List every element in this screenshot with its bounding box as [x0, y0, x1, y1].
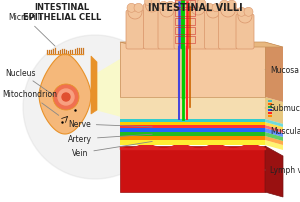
Text: INTESTINAL VILLI: INTESTINAL VILLI — [148, 3, 242, 13]
Circle shape — [190, 0, 199, 9]
Circle shape — [23, 36, 167, 179]
Circle shape — [220, 3, 236, 18]
Polygon shape — [265, 136, 283, 145]
Bar — [120, 43, 265, 98]
Circle shape — [166, 2, 175, 11]
Bar — [175, 19, 195, 26]
Circle shape — [176, 0, 190, 12]
Text: INTESTINAL
EPITHELIAL CELL: INTESTINAL EPITHELIAL CELL — [23, 3, 101, 22]
FancyBboxPatch shape — [174, 3, 192, 50]
Bar — [268, 109, 272, 112]
Text: Mucosa: Mucosa — [270, 66, 299, 75]
Bar — [120, 119, 265, 122]
Circle shape — [206, 6, 220, 19]
Circle shape — [127, 4, 136, 13]
Bar — [175, 10, 195, 17]
Polygon shape — [265, 128, 283, 137]
Circle shape — [159, 2, 168, 11]
FancyBboxPatch shape — [205, 11, 221, 50]
Circle shape — [62, 94, 70, 101]
Circle shape — [160, 4, 174, 18]
Bar — [175, 1, 195, 8]
Bar — [120, 128, 265, 132]
Circle shape — [145, 0, 153, 7]
Text: Artery: Artery — [68, 135, 152, 144]
Text: Lymph vessel: Lymph vessel — [270, 166, 300, 175]
Polygon shape — [265, 122, 283, 130]
Text: Nerve: Nerve — [68, 120, 152, 129]
Polygon shape — [120, 43, 283, 48]
Circle shape — [58, 89, 74, 105]
Circle shape — [197, 0, 206, 9]
Bar — [268, 115, 272, 117]
Circle shape — [220, 1, 229, 11]
FancyBboxPatch shape — [236, 15, 254, 50]
Bar — [268, 103, 272, 105]
FancyBboxPatch shape — [189, 7, 207, 50]
Circle shape — [146, 0, 158, 13]
Circle shape — [191, 2, 205, 16]
Polygon shape — [91, 57, 97, 115]
Polygon shape — [265, 146, 283, 197]
Bar — [268, 100, 272, 102]
Circle shape — [227, 1, 237, 11]
Text: Microvilli: Microvilli — [8, 14, 55, 47]
Bar — [268, 112, 272, 115]
Polygon shape — [265, 140, 283, 150]
FancyBboxPatch shape — [126, 11, 144, 50]
Circle shape — [182, 0, 191, 5]
Bar — [120, 125, 265, 128]
Circle shape — [53, 85, 79, 110]
Circle shape — [206, 4, 214, 13]
Bar — [268, 106, 272, 108]
Bar — [120, 98, 265, 119]
Bar — [120, 136, 265, 140]
FancyBboxPatch shape — [218, 8, 238, 50]
Bar — [175, 28, 195, 35]
Circle shape — [212, 4, 220, 13]
FancyBboxPatch shape — [143, 4, 161, 50]
Text: Mitochondrion: Mitochondrion — [2, 90, 59, 116]
Bar — [120, 43, 265, 98]
Polygon shape — [95, 48, 140, 122]
Circle shape — [134, 4, 143, 13]
Bar — [120, 146, 265, 192]
Polygon shape — [265, 125, 283, 133]
Circle shape — [237, 8, 246, 17]
Circle shape — [244, 8, 253, 17]
Text: Vein: Vein — [72, 142, 152, 158]
Circle shape — [128, 6, 142, 20]
Text: Nucleus: Nucleus — [5, 68, 54, 96]
Text: Submucosa: Submucosa — [270, 104, 300, 113]
Polygon shape — [265, 119, 283, 127]
Polygon shape — [39, 55, 91, 134]
Circle shape — [151, 0, 159, 7]
Circle shape — [238, 10, 252, 24]
Polygon shape — [265, 43, 283, 102]
Polygon shape — [265, 98, 283, 124]
Polygon shape — [265, 132, 283, 141]
Circle shape — [175, 0, 184, 5]
Bar — [175, 37, 195, 44]
Bar — [120, 140, 265, 145]
Bar — [120, 132, 265, 136]
Bar — [120, 122, 265, 125]
FancyBboxPatch shape — [158, 9, 176, 50]
Text: Muscularis: Muscularis — [270, 127, 300, 136]
